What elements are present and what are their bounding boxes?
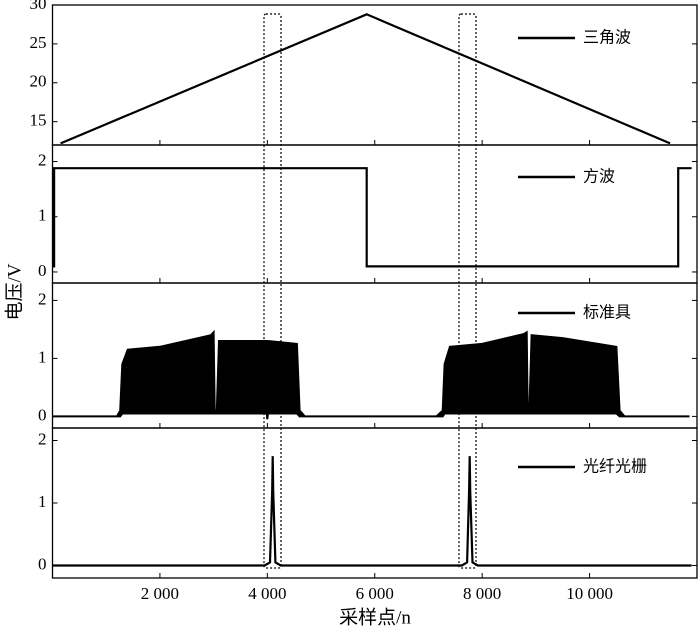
y-tick-label: 1 xyxy=(38,492,47,511)
y-tick-label: 20 xyxy=(30,72,47,91)
y-tick-label: 0 xyxy=(38,261,47,280)
y-tick-label: 1 xyxy=(38,347,47,366)
x-tick-label: 6 000 xyxy=(356,584,394,603)
highlight-box xyxy=(458,13,477,569)
y-tick-label: 15 xyxy=(30,111,47,130)
y-tick-label: 1 xyxy=(38,206,47,225)
legend-label: 方波 xyxy=(583,167,615,186)
legend-label: 光纤光栅 xyxy=(583,457,647,476)
line xyxy=(52,167,692,268)
y-tick-label: 2 xyxy=(38,150,47,169)
x-tick-label: 2 000 xyxy=(141,584,179,603)
legend-label: 标准具 xyxy=(583,303,631,322)
x-axis-label: 采样点/n xyxy=(339,606,411,628)
x-tick-label: 10 000 xyxy=(566,584,613,603)
line xyxy=(52,456,692,567)
y-tick-label: 25 xyxy=(30,33,47,52)
y-axis-label: 电压/V xyxy=(3,263,25,320)
y-tick-label: 0 xyxy=(38,405,47,424)
line xyxy=(60,13,671,145)
panel-frame xyxy=(51,427,698,579)
range-area xyxy=(52,329,690,420)
x-tick-label: 4 000 xyxy=(248,584,286,603)
y-tick-label: 0 xyxy=(38,554,47,573)
x-tick-label: 8 000 xyxy=(463,584,501,603)
y-tick-label: 2 xyxy=(38,289,47,308)
panel-frame xyxy=(51,4,698,146)
legend-label: 三角波 xyxy=(583,28,631,47)
y-tick-label: 2 xyxy=(38,429,47,448)
highlight-boxes xyxy=(263,13,477,569)
y-tick-label: 30 xyxy=(30,0,47,13)
